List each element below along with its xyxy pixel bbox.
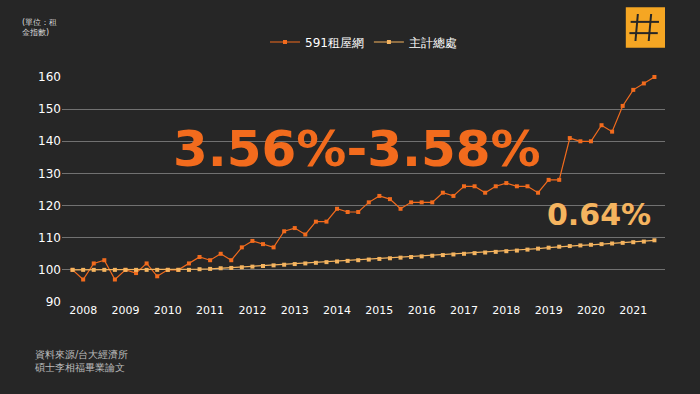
svg-text:2017: 2017 — [450, 304, 478, 317]
svg-text:120: 120 — [38, 199, 61, 213]
svg-text:2011: 2011 — [196, 304, 224, 317]
svg-text:130: 130 — [38, 167, 61, 181]
svg-text:3.56%-3.58%: 3.56%-3.58% — [173, 120, 541, 178]
svg-text:2014: 2014 — [323, 304, 351, 317]
svg-text:2018: 2018 — [492, 304, 520, 317]
svg-text:2020: 2020 — [577, 304, 605, 317]
svg-text:2016: 2016 — [408, 304, 436, 317]
svg-text:110: 110 — [38, 231, 61, 245]
svg-text:2009: 2009 — [111, 304, 139, 317]
svg-text:2021: 2021 — [619, 304, 647, 317]
svg-text:140: 140 — [38, 134, 61, 148]
svg-text:(單位：租金指數): (單位：租金指數) — [22, 18, 57, 37]
svg-text:160: 160 — [38, 70, 61, 84]
svg-text:2013: 2013 — [281, 304, 309, 317]
svg-text:2019: 2019 — [535, 304, 563, 317]
svg-text:2008: 2008 — [69, 304, 97, 317]
svg-text:2012: 2012 — [238, 304, 266, 317]
svg-text:主計總處: 主計總處 — [409, 36, 457, 50]
svg-text:150: 150 — [38, 102, 61, 116]
svg-text:591租屋網: 591租屋網 — [305, 36, 364, 50]
svg-text:0.64%: 0.64% — [547, 197, 651, 232]
svg-text:90: 90 — [46, 295, 61, 309]
svg-text:2010: 2010 — [154, 304, 182, 317]
svg-text:100: 100 — [38, 263, 61, 277]
svg-text:資料來源/台大經濟所碩士李相福畢業論文: 資料來源/台大經濟所碩士李相福畢業論文 — [34, 349, 128, 373]
svg-text:2015: 2015 — [365, 304, 393, 317]
